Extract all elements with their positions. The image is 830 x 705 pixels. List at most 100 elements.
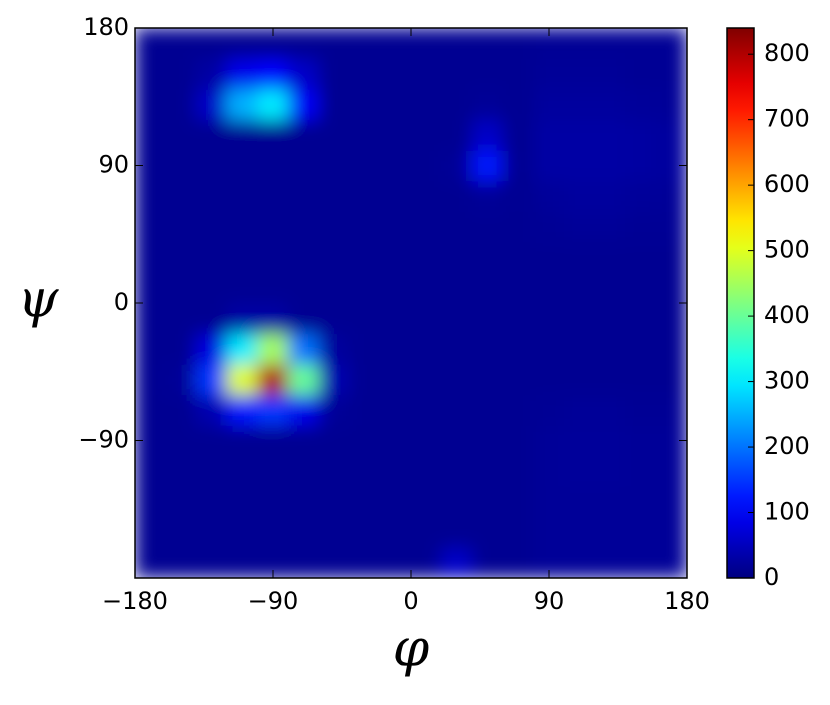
heat-cell	[563, 28, 596, 60]
heat-cell	[563, 546, 596, 578]
heat-cell	[257, 455, 289, 487]
heat-cell	[349, 28, 381, 60]
heat-cell	[195, 119, 228, 151]
heat-cell	[533, 180, 565, 212]
heat-cell	[257, 119, 289, 151]
heat-cell	[165, 424, 197, 457]
heat-cell	[135, 455, 167, 487]
x-tick-label: −180	[102, 587, 168, 615]
heat-cell	[533, 516, 565, 548]
heat-cell	[471, 394, 504, 426]
heat-cell	[655, 516, 687, 548]
heat-cell	[625, 210, 657, 243]
heat-cell	[441, 455, 473, 487]
heat-cell	[257, 394, 289, 426]
heat-cell	[195, 516, 228, 548]
heat-cell	[655, 119, 687, 151]
x-axis-label: φ	[393, 619, 430, 679]
heat-cell	[318, 394, 351, 426]
heat-cell	[502, 28, 535, 60]
heat-cell	[594, 546, 627, 578]
heat-cell	[349, 363, 381, 396]
heat-cell	[257, 149, 289, 182]
heat-cell	[563, 455, 596, 487]
heat-cell	[226, 394, 259, 426]
heat-cell	[502, 241, 535, 273]
heat-cell	[135, 546, 167, 578]
heat-cell	[563, 363, 596, 396]
heat-cell	[195, 58, 228, 90]
heat-cell	[349, 333, 381, 365]
heat-cell	[441, 119, 473, 151]
heat-cell	[195, 88, 228, 121]
heat-cell	[625, 149, 657, 182]
heat-cell	[318, 546, 351, 578]
heat-cell	[655, 302, 687, 335]
colorbar-tick-label: 0	[764, 563, 779, 591]
heat-cell	[441, 271, 473, 304]
heat-cell	[257, 363, 289, 396]
heat-cell	[441, 333, 473, 365]
heat-cell	[287, 485, 320, 518]
heat-cell	[594, 271, 627, 304]
heat-cell	[135, 333, 167, 365]
x-tick-label: 0	[403, 587, 418, 615]
heat-cell	[502, 516, 535, 548]
heat-cell	[625, 180, 657, 212]
heat-cell	[410, 363, 443, 396]
heat-cell	[471, 271, 504, 304]
heat-cell	[135, 241, 167, 273]
heat-cell	[594, 363, 627, 396]
heat-cell	[502, 210, 535, 243]
y-axis-label: ψ	[18, 270, 60, 330]
heat-cell	[563, 149, 596, 182]
heat-cell	[471, 302, 504, 335]
heat-cell	[318, 88, 351, 121]
heat-cell	[410, 180, 443, 212]
heat-cell	[563, 394, 596, 426]
heat-cell	[349, 119, 381, 151]
heat-cell	[287, 241, 320, 273]
heat-cell	[625, 241, 657, 273]
heat-cell	[625, 455, 657, 487]
heat-cell	[594, 210, 627, 243]
heat-cell	[226, 546, 259, 578]
heat-cell	[287, 363, 320, 396]
heat-cell	[441, 424, 473, 457]
heat-cell	[349, 455, 381, 487]
heat-cell	[226, 241, 259, 273]
heat-cell	[471, 88, 504, 121]
heat-cell	[318, 28, 351, 60]
heat-cell	[533, 485, 565, 518]
heat-cell	[318, 58, 351, 90]
heat-cell	[594, 180, 627, 212]
heat-cell	[625, 58, 657, 90]
heat-cell	[502, 58, 535, 90]
heat-cell	[471, 119, 504, 151]
heat-cell	[195, 546, 228, 578]
heat-cell	[287, 516, 320, 548]
heat-cell	[379, 241, 412, 273]
colorbar-tick-label: 700	[764, 105, 810, 133]
heat-cell	[226, 119, 259, 151]
heat-cell	[195, 149, 228, 182]
heat-cell	[594, 119, 627, 151]
heat-cell	[379, 455, 412, 487]
heat-cell	[287, 271, 320, 304]
heat-cell	[257, 516, 289, 548]
heat-cell	[257, 333, 289, 365]
heat-cell	[165, 58, 197, 90]
heat-cell	[379, 546, 412, 578]
heat-cell	[625, 119, 657, 151]
heat-cell	[165, 302, 197, 335]
heat-cell	[226, 180, 259, 212]
heat-cell	[165, 119, 197, 151]
heat-cell	[226, 485, 259, 518]
heat-cell	[441, 485, 473, 518]
heat-cell	[655, 333, 687, 365]
heat-cell	[287, 333, 320, 365]
heat-cell	[594, 149, 627, 182]
heat-cell	[502, 546, 535, 578]
heat-cell	[287, 455, 320, 487]
heat-cell	[349, 210, 381, 243]
